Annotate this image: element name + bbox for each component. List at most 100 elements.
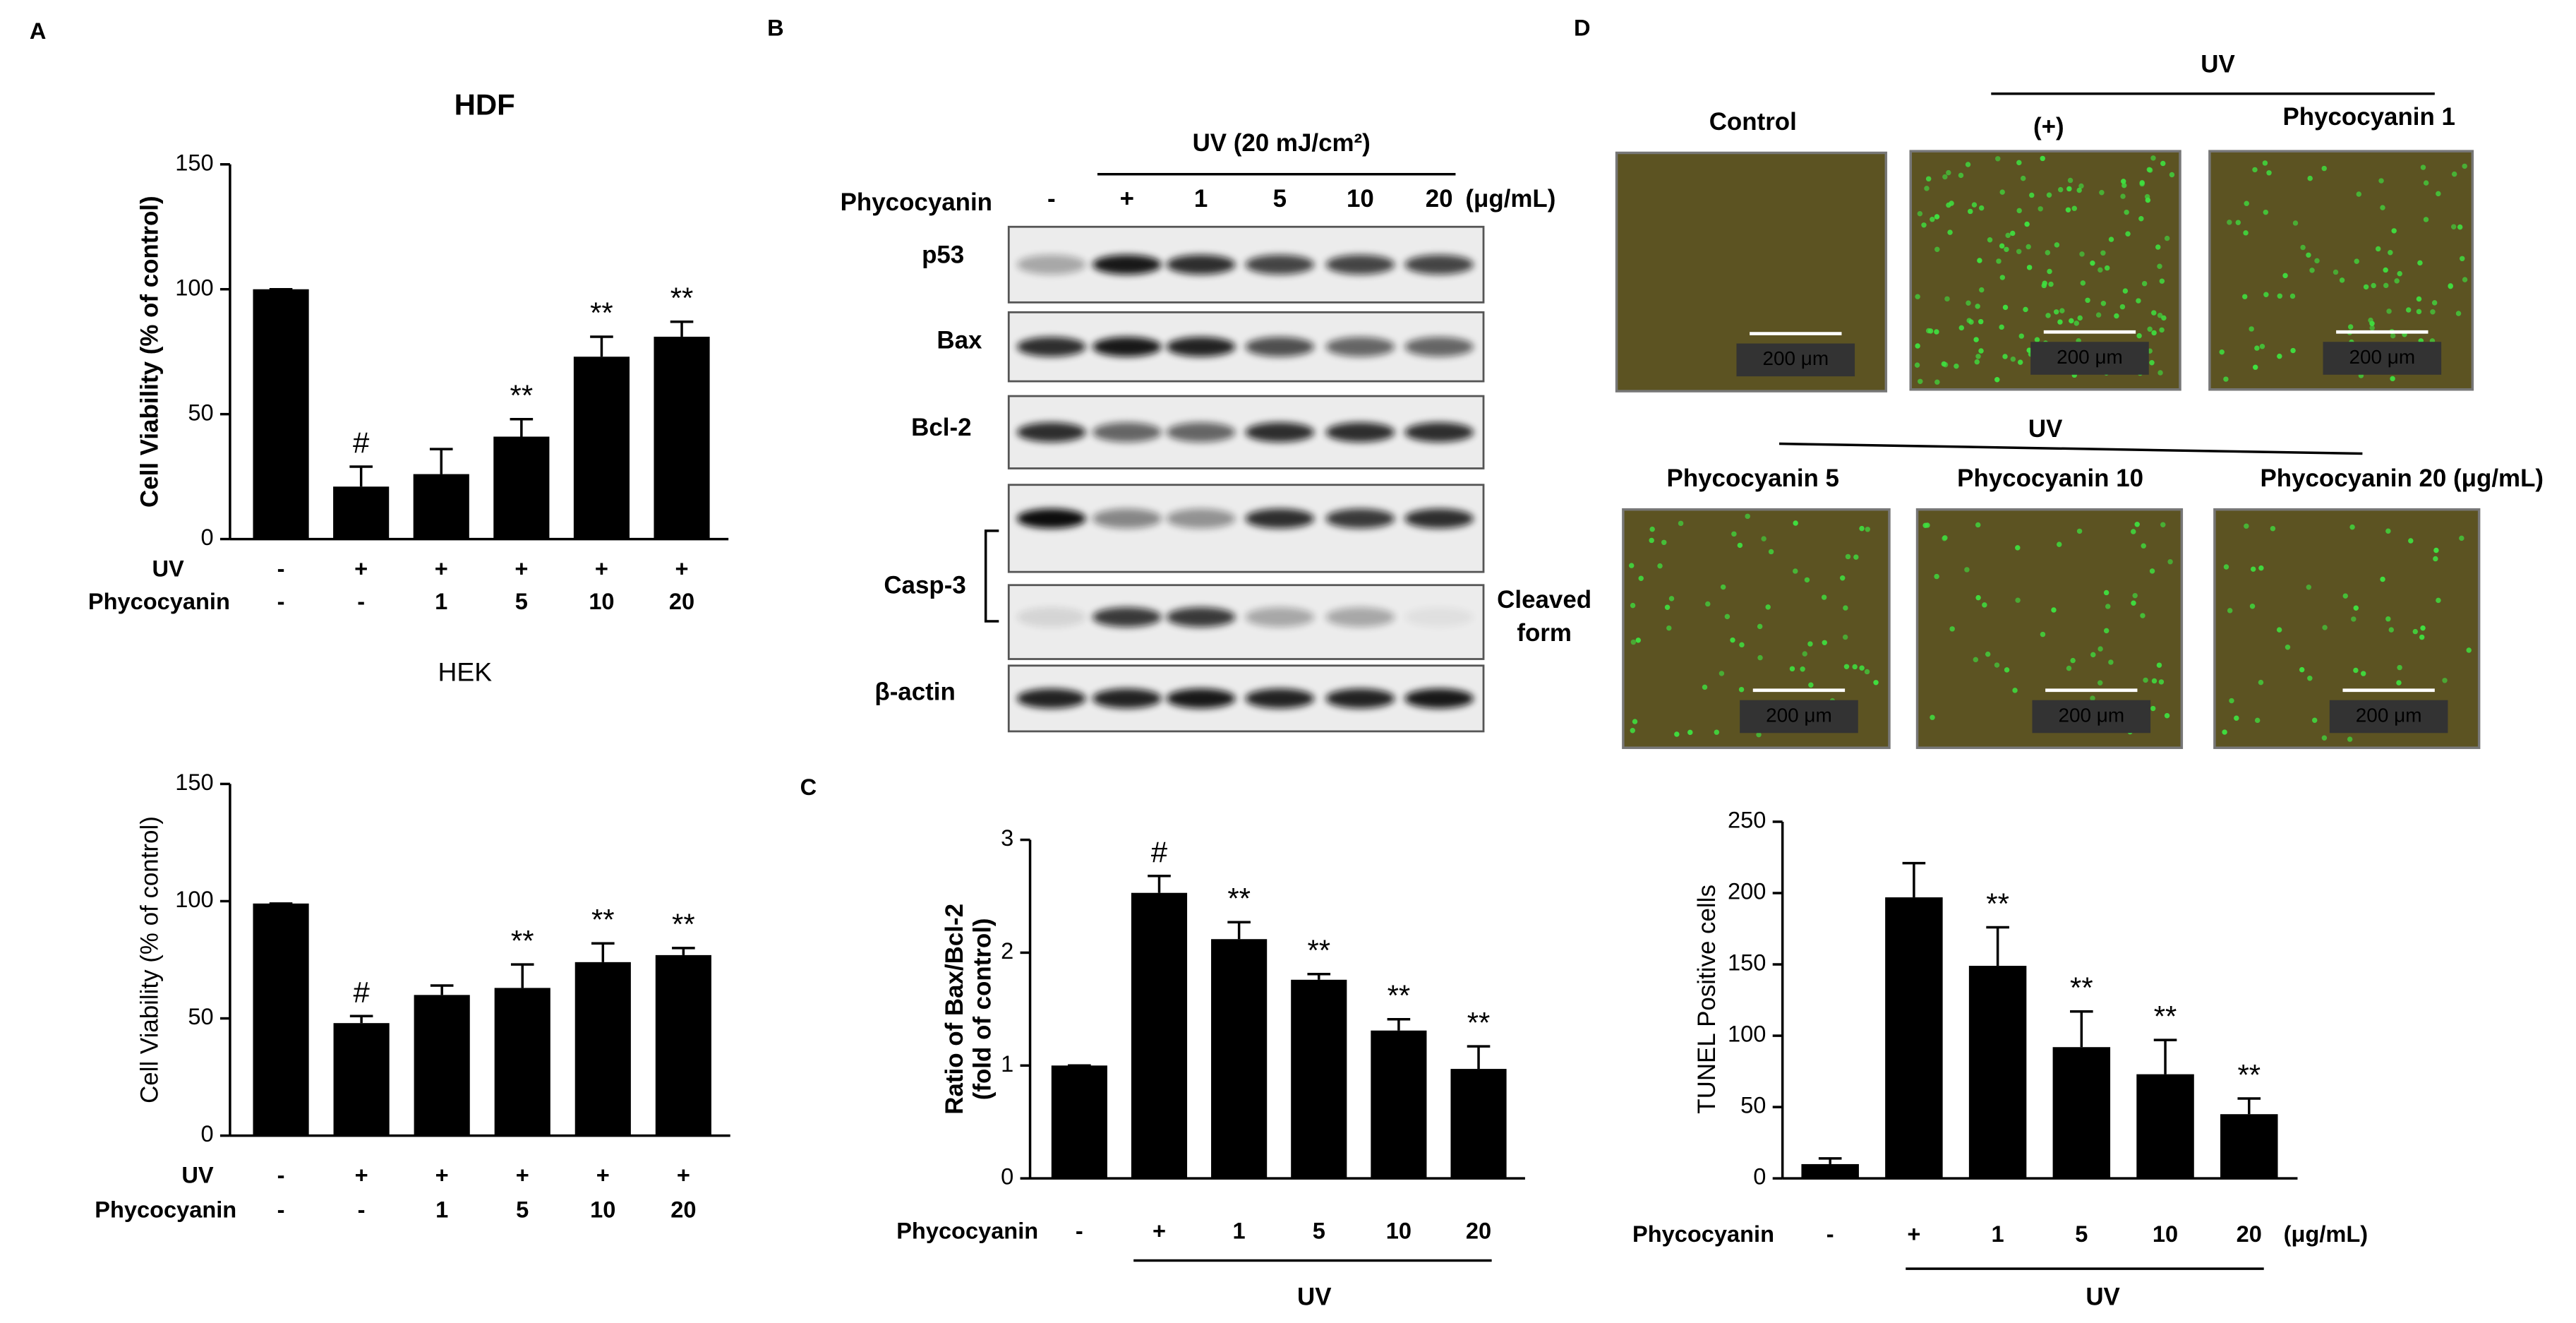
positive-cell bbox=[1800, 666, 1805, 672]
positive-cell bbox=[2004, 667, 2010, 673]
significance-label: ** bbox=[1227, 882, 1251, 915]
positive-cell bbox=[2158, 679, 2165, 685]
positive-cell bbox=[1958, 325, 1964, 331]
positive-cell bbox=[2431, 300, 2438, 306]
positive-cell bbox=[2390, 376, 2395, 382]
positive-cell bbox=[2388, 250, 2393, 256]
bar bbox=[253, 289, 309, 539]
bar bbox=[1801, 1163, 1859, 1179]
positive-cell bbox=[2423, 217, 2429, 222]
positive-cell bbox=[1921, 222, 1927, 228]
positive-cell bbox=[2146, 167, 2153, 173]
positive-cell bbox=[2263, 209, 2269, 215]
significance-label: ** bbox=[2070, 971, 2093, 1005]
significance-label: ** bbox=[2154, 1000, 2177, 1033]
x-tick-label: 10 bbox=[590, 1196, 615, 1222]
error-bar bbox=[510, 963, 534, 988]
bar bbox=[333, 486, 390, 539]
y-axis-label: TUNEL Positive cells bbox=[1693, 885, 1721, 1114]
positive-cell bbox=[1996, 258, 2002, 264]
positive-cell bbox=[2385, 616, 2391, 622]
positive-cell bbox=[2243, 230, 2249, 236]
positive-cell bbox=[2155, 244, 2161, 250]
positive-cell bbox=[2290, 347, 2296, 354]
micrograph bbox=[1915, 508, 2184, 749]
positive-cell bbox=[2314, 258, 2320, 264]
blot-row-label: Phycocyanin bbox=[841, 188, 992, 216]
blot-band bbox=[1166, 422, 1236, 443]
row-title: UV bbox=[152, 555, 184, 581]
positive-cell bbox=[2397, 664, 2402, 671]
positive-cell bbox=[2090, 260, 2095, 266]
positive-cell bbox=[1765, 604, 1771, 610]
x-tick-label: + bbox=[1907, 1221, 1920, 1247]
positive-cell bbox=[2375, 246, 2381, 252]
positive-cell bbox=[1947, 229, 1953, 235]
positive-cell bbox=[1977, 258, 1982, 263]
positive-cell bbox=[2141, 280, 2148, 287]
uv-row-label: + bbox=[435, 1161, 449, 1187]
positive-cell bbox=[2144, 193, 2150, 200]
error-bar bbox=[1307, 973, 1331, 980]
positive-cell bbox=[2462, 277, 2468, 282]
row-title: Phycocyanin bbox=[1632, 1221, 1774, 1247]
positive-cell bbox=[1714, 729, 1720, 735]
positive-cell bbox=[2095, 312, 2102, 318]
positive-cell bbox=[1934, 246, 1940, 252]
positive-cell bbox=[2136, 333, 2142, 339]
positive-cell bbox=[2020, 175, 2026, 181]
bar bbox=[253, 903, 309, 1136]
positive-cell bbox=[2222, 729, 2227, 735]
positive-cell bbox=[1995, 156, 2001, 162]
positive-cell bbox=[2016, 249, 2022, 255]
bar bbox=[333, 1023, 390, 1136]
positive-cell bbox=[1924, 186, 1930, 191]
positive-cell bbox=[2227, 608, 2233, 613]
positive-cell bbox=[2386, 309, 2392, 314]
positive-cell bbox=[1661, 539, 1667, 546]
group-label: UV bbox=[2086, 1283, 2120, 1310]
row-title: Phycocyanin bbox=[95, 1196, 236, 1222]
positive-cell bbox=[2015, 597, 2021, 603]
micrograph bbox=[2213, 508, 2481, 749]
uv-row-label: - bbox=[277, 1161, 285, 1187]
positive-cell bbox=[1999, 243, 2005, 249]
positive-cell bbox=[2242, 294, 2248, 299]
positive-cell bbox=[2045, 250, 2051, 256]
bar bbox=[1291, 979, 1347, 1179]
protein-label: Casp-3 bbox=[884, 571, 965, 599]
blot-band bbox=[1404, 607, 1474, 628]
positive-cell bbox=[2047, 268, 2052, 275]
bar bbox=[1450, 1069, 1507, 1179]
positive-cell bbox=[2342, 593, 2348, 599]
positive-cell bbox=[2034, 337, 2040, 342]
positive-cell bbox=[2103, 628, 2109, 634]
positive-cell bbox=[2277, 353, 2282, 359]
positive-cell bbox=[1859, 525, 1865, 532]
micrograph-title: Phycocyanin 20 (μg/mL) bbox=[2260, 465, 2544, 492]
bar bbox=[573, 357, 630, 539]
lane-label: 5 bbox=[1273, 185, 1287, 212]
positive-cell bbox=[2067, 177, 2074, 184]
bar bbox=[493, 436, 550, 539]
positive-cell bbox=[1925, 522, 1930, 528]
positive-cell bbox=[2147, 326, 2153, 332]
cleaved-label: Cleaved bbox=[1497, 586, 1591, 613]
significance-label: ** bbox=[1986, 887, 2009, 920]
positive-cell bbox=[1975, 354, 1981, 359]
x-tick-label: 1 bbox=[435, 1196, 448, 1222]
significance-label: ** bbox=[591, 903, 615, 936]
positive-cell bbox=[2076, 187, 2082, 193]
positive-cell bbox=[2004, 246, 2009, 253]
positive-cell bbox=[2159, 327, 2165, 333]
positive-cell bbox=[2010, 356, 2016, 362]
x-tick-label: - bbox=[357, 588, 365, 614]
blot-band bbox=[1325, 254, 1395, 275]
positive-cell bbox=[1994, 377, 2000, 383]
positive-cell bbox=[2466, 647, 2472, 653]
positive-cell bbox=[1999, 189, 2005, 195]
positive-cell bbox=[2321, 735, 2328, 741]
positive-cell bbox=[2234, 715, 2239, 721]
positive-cell bbox=[2371, 282, 2376, 289]
positive-cell bbox=[2321, 165, 2327, 172]
